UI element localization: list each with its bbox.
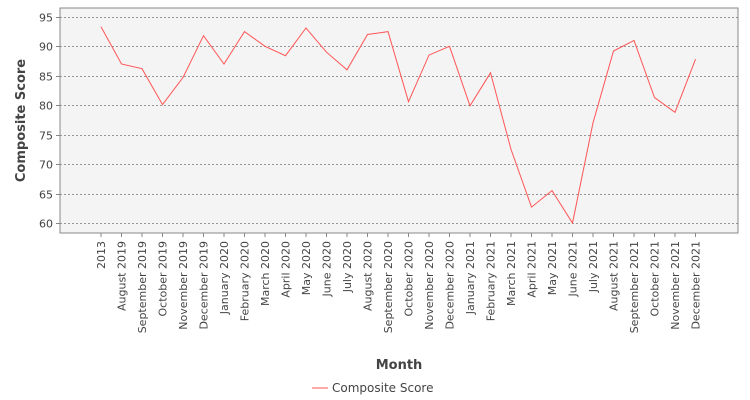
series-line-composite-score bbox=[100, 26, 696, 225]
x-tick-label: April 2020 bbox=[280, 241, 293, 298]
data-point bbox=[489, 71, 492, 74]
data-point bbox=[223, 63, 226, 66]
y-tick-label: 60 bbox=[39, 218, 53, 231]
y-tick-label: 65 bbox=[39, 189, 53, 202]
x-tick-label: December 2020 bbox=[444, 241, 457, 330]
data-point bbox=[243, 30, 246, 33]
x-tick-label: June 2021 bbox=[567, 241, 580, 297]
x-tick-label: February 2021 bbox=[485, 241, 498, 321]
x-tick-label: June 2020 bbox=[321, 241, 334, 297]
data-point bbox=[202, 34, 205, 37]
x-tick-label: July 2021 bbox=[587, 241, 600, 293]
x-tick-label: February 2020 bbox=[239, 241, 252, 321]
data-point bbox=[407, 100, 410, 103]
x-tick-label: December 2019 bbox=[198, 241, 211, 330]
data-point bbox=[428, 54, 431, 57]
x-tick-label: March 2021 bbox=[505, 241, 518, 306]
data-point bbox=[346, 68, 349, 71]
x-tick-label: 2013 bbox=[95, 241, 108, 269]
x-tick-label: January 2021 bbox=[464, 241, 477, 315]
data-point bbox=[674, 111, 677, 114]
y-axis-title: Composite Score bbox=[14, 59, 29, 182]
x-tick-label: August 2021 bbox=[608, 241, 621, 311]
legend-label: Composite Score bbox=[332, 381, 433, 395]
data-point bbox=[551, 189, 554, 192]
data-point bbox=[694, 58, 697, 61]
x-tick-label: November 2021 bbox=[669, 241, 682, 330]
plot-area bbox=[59, 7, 739, 234]
data-point bbox=[387, 30, 390, 33]
x-tick-label: September 2020 bbox=[382, 241, 395, 333]
data-point bbox=[530, 206, 533, 209]
data-point bbox=[592, 121, 595, 124]
x-tick-label: August 2020 bbox=[362, 241, 375, 311]
y-tick-label: 75 bbox=[39, 130, 53, 143]
y-tick-label: 95 bbox=[39, 12, 53, 25]
x-tick-label: March 2020 bbox=[259, 241, 272, 306]
y-tick-label: 85 bbox=[39, 71, 53, 84]
data-point bbox=[571, 222, 574, 225]
y-tick-label: 90 bbox=[39, 41, 53, 54]
x-axis-ticks: 2013 August 2019 September 2019 October 201… bbox=[95, 233, 703, 333]
x-tick-label: July 2020 bbox=[341, 241, 354, 293]
data-point bbox=[161, 103, 164, 106]
x-tick-label: September 2019 bbox=[136, 241, 149, 333]
data-point bbox=[264, 45, 267, 48]
grid-lines bbox=[60, 17, 738, 224]
x-tick-label: October 2020 bbox=[403, 241, 416, 317]
data-point bbox=[284, 54, 287, 57]
data-point bbox=[366, 33, 369, 36]
x-tick-label: April 2021 bbox=[526, 241, 539, 298]
legend: Composite Score bbox=[312, 381, 433, 395]
x-tick-label: November 2019 bbox=[177, 241, 190, 330]
x-tick-label: August 2019 bbox=[116, 241, 129, 311]
y-tick-label: 70 bbox=[39, 159, 53, 172]
data-point bbox=[653, 96, 656, 99]
data-point bbox=[120, 63, 123, 66]
data-point bbox=[510, 148, 513, 151]
y-axis-ticks: 60 65 70 75 80 85 90 95 bbox=[39, 12, 60, 231]
x-tick-label: May 2020 bbox=[300, 241, 313, 295]
data-point bbox=[182, 76, 185, 79]
data-point bbox=[469, 104, 472, 107]
x-tick-label: September 2021 bbox=[628, 241, 641, 333]
x-tick-label: May 2021 bbox=[546, 241, 559, 295]
data-point bbox=[100, 25, 103, 28]
x-tick-label: December 2021 bbox=[690, 241, 703, 330]
x-tick-label: November 2020 bbox=[423, 241, 436, 330]
data-point bbox=[325, 51, 328, 54]
series-layer bbox=[100, 25, 697, 225]
x-tick-label: October 2019 bbox=[157, 241, 170, 317]
x-axis-title: Month bbox=[376, 358, 423, 373]
data-point bbox=[612, 50, 615, 53]
data-point bbox=[633, 39, 636, 42]
data-point bbox=[305, 27, 308, 30]
x-tick-label: January 2020 bbox=[218, 241, 231, 315]
x-tick-label: October 2021 bbox=[649, 241, 662, 317]
y-tick-label: 80 bbox=[39, 100, 53, 113]
data-point bbox=[448, 45, 451, 48]
data-point bbox=[141, 67, 144, 70]
